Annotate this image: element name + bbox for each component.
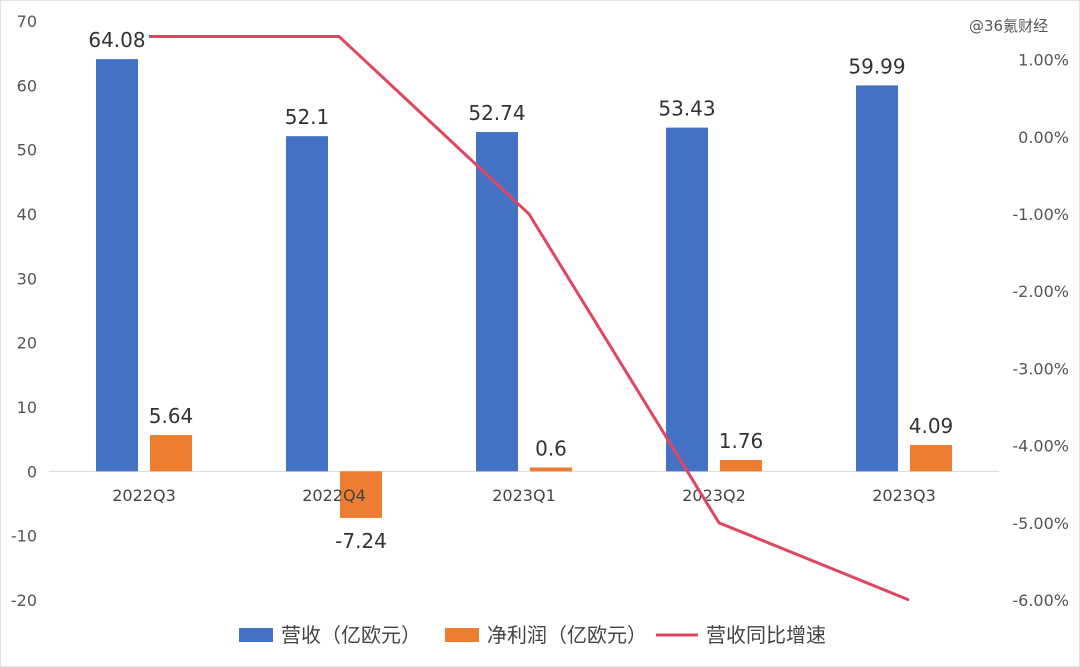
y-right-tick-label: -3.00% [1012,359,1069,378]
data-labels: 64.08 5.64 52.1 -7.24 52.74 0.6 53.43 1.76 59.99… [88,28,953,553]
y-left-tick-label: -20 [11,591,37,610]
net-profit-bar [340,471,382,518]
y-right-tick-label: -6.00% [1012,591,1069,610]
revenue-bar [476,132,518,472]
y-right-tick-label: -1.00% [1012,205,1069,224]
revenue-data-label: 59.99 [848,54,905,78]
y-left-tick-label: 40 [17,205,37,224]
y-right-tick-label: 0.00% [1018,128,1069,147]
legend-label: 营收（亿欧元） [281,623,421,647]
revenue-bar [856,85,898,472]
revenue-data-label: 64.08 [88,28,145,52]
legend-item-growth: 营收同比增速 [656,623,826,647]
category-label: 2022Q3 [112,486,176,505]
legend-swatch [445,628,479,642]
net-profit-bar [720,460,762,472]
bars [96,59,952,518]
y-left-tick-label: 30 [17,269,37,288]
revenue-bar [286,136,328,472]
legend-label: 净利润（亿欧元） [487,623,647,647]
y-right-tick-label: 1.00% [1018,51,1069,70]
growth-line [149,34,910,602]
category-label: 2022Q4 [302,486,366,505]
y-left-tick-label: 10 [17,398,37,417]
y-left-tick-label: -10 [11,527,37,546]
y-left-tick-label: 50 [17,141,37,160]
y-left-axis: 70 60 50 40 30 20 10 0 -10 -20 [11,12,37,610]
net-profit-data-label: 5.64 [149,404,194,428]
net-profit-data-label: 1.76 [719,429,764,453]
legend-item-revenue: 营收（亿欧元） [239,623,421,647]
net-profit-data-label: 0.6 [535,436,567,460]
revenue-data-label: 52.74 [468,101,525,125]
net-profit-data-label: -7.24 [335,529,387,553]
category-label: 2023Q2 [682,486,746,505]
legend-swatch [239,628,273,642]
y-right-tick-label: -4.00% [1012,437,1069,456]
net-profit-data-label: 4.09 [909,414,954,438]
y-left-tick-label: 60 [17,76,37,95]
legend-label: 营收同比增速 [706,623,826,647]
revenue-growth-line [149,34,910,602]
y-left-tick-label: 20 [17,334,37,353]
category-label: 2023Q1 [492,486,556,505]
y-left-tick-label: 70 [17,12,37,31]
revenue-data-label: 53.43 [658,97,715,121]
y-right-tick-label: -5.00% [1012,514,1069,533]
y-left-tick-label: 0 [27,462,37,481]
watermark: @36氪财经 [969,17,1048,35]
revenue-bar [666,127,708,472]
net-profit-bar [150,435,192,472]
revenue-data-label: 52.1 [285,105,330,129]
legend-item-net-profit: 净利润（亿欧元） [445,623,647,647]
net-profit-bar [530,467,572,472]
y-right-axis: 1.00% 0.00% -1.00% -2.00% -3.00% -4.00% -5.00%… [1012,51,1069,610]
y-right-tick-label: -2.00% [1012,282,1069,301]
category-label: 2023Q3 [872,486,936,505]
category-labels: 2022Q3 2022Q4 2023Q1 2023Q2 2023Q3 [112,486,936,505]
revenue-bar [96,59,138,472]
net-profit-bar [910,445,952,472]
legend: 营收（亿欧元） 净利润（亿欧元） 营收同比增速 [239,623,826,647]
